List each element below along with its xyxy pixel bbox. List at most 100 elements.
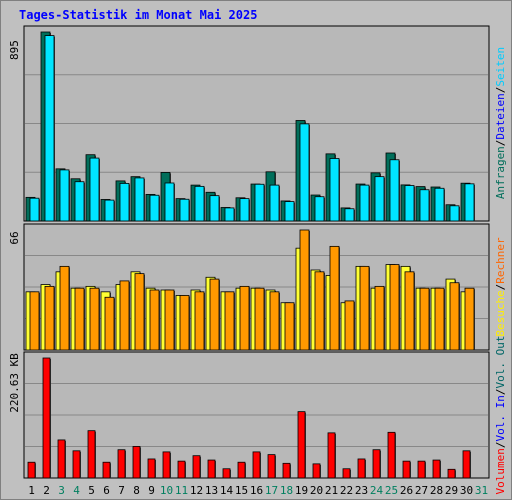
bar-visits-sites-Rechner [29, 291, 40, 351]
bar-visits-sites-Rechner [404, 271, 415, 351]
x-tick-day: 15 [235, 484, 248, 497]
bar-volume-Volumen [177, 460, 186, 479]
y-max-label-hits-files-pages: 895 [8, 40, 21, 60]
x-tick-day: 21 [325, 484, 338, 497]
bar-volume-Volumen [132, 446, 141, 479]
bar-volume-Volumen [447, 468, 456, 479]
chart-title: Tages-Statistik im Monat Mai 2025 [19, 8, 258, 22]
bar-visits-sites-Rechner [194, 291, 205, 351]
bar-hits-files-pages-Dateien [374, 176, 385, 222]
legend-entry: Seiten [494, 47, 507, 87]
bar-hits-files-pages-Dateien [419, 189, 430, 222]
bar-volume-Volumen [462, 450, 471, 479]
legend-visits-sites: Besuche/Rechner [494, 237, 507, 337]
bar-visits-sites-Rechner [104, 296, 115, 351]
bar-volume-Volumen [42, 357, 51, 479]
legend-volume: Volumen/Vol. In/Vol. Out [494, 336, 507, 495]
legend-entry: / [494, 284, 507, 291]
legend-entry: / [494, 441, 507, 448]
bar-volume-Volumen [162, 451, 171, 479]
bar-volume-Volumen [372, 449, 381, 479]
y-max-label-visits-sites: 66 [8, 231, 21, 244]
bar-volume-Volumen [357, 458, 366, 479]
bar-volume-Volumen [282, 462, 291, 479]
legend-hits-files-pages: Anfragen/Dateien/Seiten [494, 47, 507, 199]
bar-visits-sites-Rechner [134, 273, 145, 351]
x-tick-day: 16 [250, 484, 263, 497]
x-tick-day: 6 [103, 484, 110, 497]
bar-volume-Volumen [312, 463, 321, 479]
bar-volume-Volumen [27, 461, 36, 479]
bar-visits-sites-Rechner [209, 278, 220, 351]
bar-hits-files-pages-Dateien [239, 198, 250, 222]
bar-hits-files-pages-Dateien [434, 187, 445, 222]
bar-volume-Volumen [57, 439, 66, 479]
bar-visits-sites-Rechner [419, 287, 430, 351]
bar-visits-sites-Rechner [89, 287, 100, 351]
bar-visits-sites-Rechner [374, 285, 385, 351]
legend-entry: Besuche [494, 290, 507, 336]
bar-hits-files-pages-Dateien [404, 185, 415, 222]
bar-hits-files-pages-Dateien [89, 157, 100, 222]
bar-visits-sites-Rechner [239, 285, 250, 351]
bar-hits-files-pages-Dateien [344, 208, 355, 222]
x-tick-day: 23 [355, 484, 368, 497]
bar-hits-files-pages-Dateien [254, 183, 265, 222]
x-tick-day: 10 [160, 484, 173, 497]
bar-volume-Volumen [87, 430, 96, 479]
bar-visits-sites-Rechner [284, 302, 295, 351]
bar-volume-Volumen [402, 460, 411, 479]
x-tick-day: 27 [415, 484, 428, 497]
legend-entry: Volumen [494, 448, 507, 494]
bar-hits-files-pages-Dateien [44, 35, 55, 222]
bar-hits-files-pages-Dateien [314, 196, 325, 222]
bar-hits-files-pages-Dateien [134, 177, 145, 222]
bar-visits-sites-Rechner [224, 291, 235, 351]
x-tick-day: 20 [310, 484, 323, 497]
y-max-label-volume: 220.63 KB [8, 353, 21, 413]
x-tick-day: 8 [133, 484, 140, 497]
bar-volume-Volumen [342, 468, 351, 479]
bar-volume-Volumen [102, 461, 111, 479]
bar-hits-files-pages-Dateien [284, 201, 295, 222]
bar-hits-files-pages-Dateien [389, 159, 400, 222]
bar-volume-Volumen [117, 449, 126, 479]
bar-hits-files-pages-Dateien [329, 158, 340, 222]
bar-visits-sites-Rechner [44, 285, 55, 351]
x-tick-day: 5 [88, 484, 95, 497]
bar-visits-sites-Rechner [314, 271, 325, 351]
x-tick-day: 29 [445, 484, 458, 497]
legend-entry: / [494, 389, 507, 396]
bar-volume-Volumen [417, 460, 426, 479]
x-tick-day: 24 [370, 484, 384, 497]
bar-volume-Volumen [327, 432, 336, 479]
bar-visits-sites-Rechner [254, 287, 265, 351]
bar-visits-sites-Rechner [179, 295, 190, 351]
legend-entry: Anfragen [494, 146, 507, 199]
bar-hits-files-pages-Dateien [194, 185, 205, 222]
x-tick-day: 17 [265, 484, 278, 497]
legend-entry: Vol. In [494, 395, 507, 441]
x-tick-day: 2 [43, 484, 50, 497]
bar-hits-files-pages-Dateien [59, 169, 70, 222]
bar-hits-files-pages-Dateien [164, 182, 175, 222]
bar-volume-Volumen [222, 468, 231, 479]
bar-hits-files-pages-Dateien [464, 183, 475, 222]
bar-visits-sites-Rechner [449, 282, 460, 351]
bar-visits-sites-Rechner [464, 287, 475, 351]
legend-entry: Vol. Out [494, 336, 507, 389]
x-tick-day: 7 [118, 484, 125, 497]
x-tick-day: 30 [460, 484, 473, 497]
legend-entry: Dateien [494, 93, 507, 139]
bar-hits-files-pages-Dateien [269, 184, 280, 222]
x-tick-day: 14 [220, 484, 234, 497]
bar-volume-Volumen [237, 461, 246, 479]
bar-visits-sites-Rechner [389, 264, 400, 351]
bar-volume-Volumen [267, 454, 276, 479]
bar-volume-Volumen [297, 411, 306, 479]
bar-visits-sites-Rechner [344, 300, 355, 351]
bar-hits-files-pages-Dateien [179, 198, 190, 222]
x-tick-day: 19 [295, 484, 308, 497]
bar-visits-sites-Rechner [74, 287, 85, 351]
x-tick-day: 13 [205, 484, 218, 497]
